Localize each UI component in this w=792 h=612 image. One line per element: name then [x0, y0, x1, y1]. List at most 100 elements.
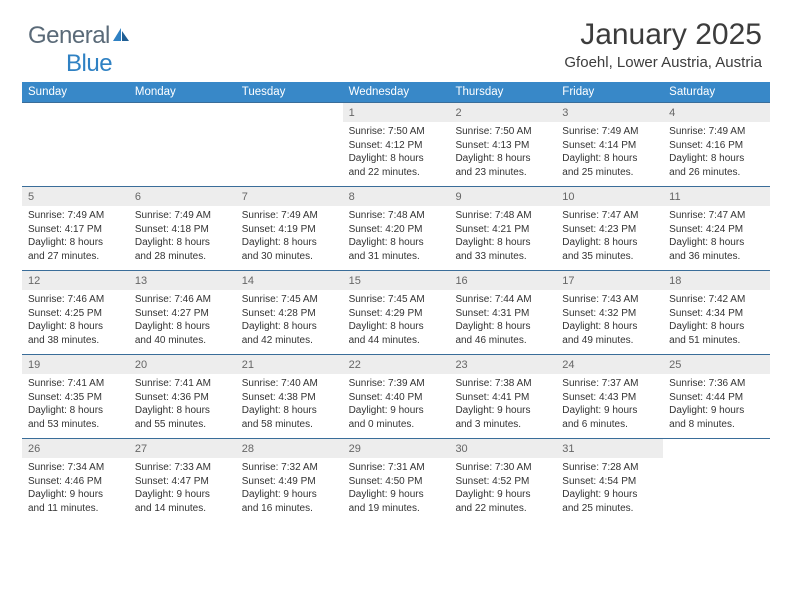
day-cell: 17Sunrise: 7:43 AMSunset: 4:32 PMDayligh…	[556, 271, 663, 354]
day-details: Sunrise: 7:38 AMSunset: 4:41 PMDaylight:…	[449, 374, 556, 435]
day-details: Sunrise: 7:48 AMSunset: 4:20 PMDaylight:…	[343, 206, 450, 267]
header: January 2025 Gfoehl, Lower Austria, Aust…	[564, 18, 762, 71]
day-number: 27	[129, 439, 236, 458]
day-cell: 10Sunrise: 7:47 AMSunset: 4:23 PMDayligh…	[556, 187, 663, 270]
day-details: Sunrise: 7:28 AMSunset: 4:54 PMDaylight:…	[556, 458, 663, 519]
day-number: 18	[663, 271, 770, 290]
day-number: 26	[22, 439, 129, 458]
day-number: 11	[663, 187, 770, 206]
day-cell: 6Sunrise: 7:49 AMSunset: 4:18 PMDaylight…	[129, 187, 236, 270]
day-number: 5	[22, 187, 129, 206]
day-details: Sunrise: 7:30 AMSunset: 4:52 PMDaylight:…	[449, 458, 556, 519]
day-details: Sunrise: 7:50 AMSunset: 4:13 PMDaylight:…	[449, 122, 556, 183]
dow-header: Sunday	[22, 82, 129, 102]
day-cell: 24Sunrise: 7:37 AMSunset: 4:43 PMDayligh…	[556, 355, 663, 438]
logo: General Blue	[28, 22, 130, 78]
day-details: Sunrise: 7:46 AMSunset: 4:27 PMDaylight:…	[129, 290, 236, 351]
day-cell: 30Sunrise: 7:30 AMSunset: 4:52 PMDayligh…	[449, 439, 556, 522]
day-cell	[129, 103, 236, 186]
dow-header: Monday	[129, 82, 236, 102]
day-details: Sunrise: 7:44 AMSunset: 4:31 PMDaylight:…	[449, 290, 556, 351]
day-cell: 28Sunrise: 7:32 AMSunset: 4:49 PMDayligh…	[236, 439, 343, 522]
day-details: Sunrise: 7:49 AMSunset: 4:14 PMDaylight:…	[556, 122, 663, 183]
day-cell: 5Sunrise: 7:49 AMSunset: 4:17 PMDaylight…	[22, 187, 129, 270]
day-cell: 1Sunrise: 7:50 AMSunset: 4:12 PMDaylight…	[343, 103, 450, 186]
day-details: Sunrise: 7:34 AMSunset: 4:46 PMDaylight:…	[22, 458, 129, 519]
day-details: Sunrise: 7:45 AMSunset: 4:29 PMDaylight:…	[343, 290, 450, 351]
day-cell: 19Sunrise: 7:41 AMSunset: 4:35 PMDayligh…	[22, 355, 129, 438]
day-number: 23	[449, 355, 556, 374]
day-cell: 26Sunrise: 7:34 AMSunset: 4:46 PMDayligh…	[22, 439, 129, 522]
day-details: Sunrise: 7:47 AMSunset: 4:24 PMDaylight:…	[663, 206, 770, 267]
dow-header: Wednesday	[343, 82, 450, 102]
day-cell	[22, 103, 129, 186]
day-number: 14	[236, 271, 343, 290]
day-cell: 29Sunrise: 7:31 AMSunset: 4:50 PMDayligh…	[343, 439, 450, 522]
day-number: 19	[22, 355, 129, 374]
day-details: Sunrise: 7:33 AMSunset: 4:47 PMDaylight:…	[129, 458, 236, 519]
day-number: 29	[343, 439, 450, 458]
dow-header: Tuesday	[236, 82, 343, 102]
calendar: SundayMondayTuesdayWednesdayThursdayFrid…	[22, 82, 770, 522]
day-number: 4	[663, 103, 770, 122]
day-number: 8	[343, 187, 450, 206]
week-row: 5Sunrise: 7:49 AMSunset: 4:17 PMDaylight…	[22, 186, 770, 270]
day-cell: 23Sunrise: 7:38 AMSunset: 4:41 PMDayligh…	[449, 355, 556, 438]
day-details: Sunrise: 7:48 AMSunset: 4:21 PMDaylight:…	[449, 206, 556, 267]
day-details: Sunrise: 7:39 AMSunset: 4:40 PMDaylight:…	[343, 374, 450, 435]
day-details: Sunrise: 7:50 AMSunset: 4:12 PMDaylight:…	[343, 122, 450, 183]
day-details: Sunrise: 7:49 AMSunset: 4:18 PMDaylight:…	[129, 206, 236, 267]
dow-header-row: SundayMondayTuesdayWednesdayThursdayFrid…	[22, 82, 770, 102]
day-number: 2	[449, 103, 556, 122]
dow-header: Saturday	[663, 82, 770, 102]
day-number: 3	[556, 103, 663, 122]
day-number: 28	[236, 439, 343, 458]
day-details: Sunrise: 7:42 AMSunset: 4:34 PMDaylight:…	[663, 290, 770, 351]
day-number: 21	[236, 355, 343, 374]
day-details: Sunrise: 7:46 AMSunset: 4:25 PMDaylight:…	[22, 290, 129, 351]
logo-sail-icon	[112, 22, 130, 50]
day-details: Sunrise: 7:31 AMSunset: 4:50 PMDaylight:…	[343, 458, 450, 519]
day-number: 12	[22, 271, 129, 290]
day-details: Sunrise: 7:32 AMSunset: 4:49 PMDaylight:…	[236, 458, 343, 519]
day-cell: 13Sunrise: 7:46 AMSunset: 4:27 PMDayligh…	[129, 271, 236, 354]
day-details: Sunrise: 7:36 AMSunset: 4:44 PMDaylight:…	[663, 374, 770, 435]
day-number: 10	[556, 187, 663, 206]
day-cell: 8Sunrise: 7:48 AMSunset: 4:20 PMDaylight…	[343, 187, 450, 270]
day-details: Sunrise: 7:41 AMSunset: 4:36 PMDaylight:…	[129, 374, 236, 435]
dow-header: Friday	[556, 82, 663, 102]
day-number: 13	[129, 271, 236, 290]
day-number: 16	[449, 271, 556, 290]
day-cell: 7Sunrise: 7:49 AMSunset: 4:19 PMDaylight…	[236, 187, 343, 270]
day-number	[129, 103, 236, 122]
day-number: 6	[129, 187, 236, 206]
week-row: 26Sunrise: 7:34 AMSunset: 4:46 PMDayligh…	[22, 438, 770, 522]
day-details: Sunrise: 7:49 AMSunset: 4:17 PMDaylight:…	[22, 206, 129, 267]
day-number: 9	[449, 187, 556, 206]
day-cell: 27Sunrise: 7:33 AMSunset: 4:47 PMDayligh…	[129, 439, 236, 522]
day-details: Sunrise: 7:45 AMSunset: 4:28 PMDaylight:…	[236, 290, 343, 351]
day-cell: 4Sunrise: 7:49 AMSunset: 4:16 PMDaylight…	[663, 103, 770, 186]
day-number: 17	[556, 271, 663, 290]
day-number	[22, 103, 129, 122]
day-details: Sunrise: 7:37 AMSunset: 4:43 PMDaylight:…	[556, 374, 663, 435]
day-details: Sunrise: 7:41 AMSunset: 4:35 PMDaylight:…	[22, 374, 129, 435]
day-details: Sunrise: 7:43 AMSunset: 4:32 PMDaylight:…	[556, 290, 663, 351]
day-details: Sunrise: 7:49 AMSunset: 4:16 PMDaylight:…	[663, 122, 770, 183]
day-cell: 14Sunrise: 7:45 AMSunset: 4:28 PMDayligh…	[236, 271, 343, 354]
week-row: 1Sunrise: 7:50 AMSunset: 4:12 PMDaylight…	[22, 102, 770, 186]
dow-header: Thursday	[449, 82, 556, 102]
day-number: 25	[663, 355, 770, 374]
day-cell: 2Sunrise: 7:50 AMSunset: 4:13 PMDaylight…	[449, 103, 556, 186]
day-number: 20	[129, 355, 236, 374]
day-number: 24	[556, 355, 663, 374]
day-cell: 11Sunrise: 7:47 AMSunset: 4:24 PMDayligh…	[663, 187, 770, 270]
day-number	[663, 439, 770, 458]
day-cell: 3Sunrise: 7:49 AMSunset: 4:14 PMDaylight…	[556, 103, 663, 186]
day-cell: 12Sunrise: 7:46 AMSunset: 4:25 PMDayligh…	[22, 271, 129, 354]
logo-text-1: General	[28, 22, 110, 49]
day-cell: 18Sunrise: 7:42 AMSunset: 4:34 PMDayligh…	[663, 271, 770, 354]
day-cell	[663, 439, 770, 522]
day-number: 1	[343, 103, 450, 122]
month-title: January 2025	[564, 18, 762, 52]
